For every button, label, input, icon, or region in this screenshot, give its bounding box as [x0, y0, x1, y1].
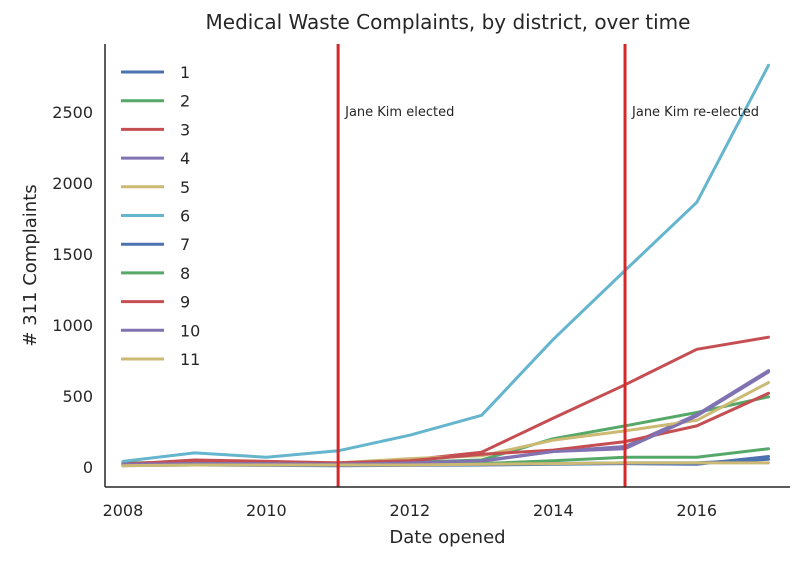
- x-axis-label: Date opened: [389, 527, 505, 548]
- legend-label: 8: [180, 264, 190, 283]
- legend-label: 1: [180, 63, 190, 82]
- legend-label: 6: [180, 207, 190, 226]
- series-line-11: [121, 461, 770, 468]
- y-axis-label: # 311 Complaints: [20, 184, 41, 346]
- legend-label: 11: [180, 350, 200, 369]
- x-tick-label: 2016: [676, 501, 717, 520]
- y-tick-label: 1500: [52, 245, 93, 264]
- legend-label: 3: [180, 120, 190, 139]
- y-tick-label: 500: [62, 387, 93, 406]
- y-axis-ticks: 0 500 1000 1500 2000 2500: [52, 103, 93, 477]
- x-tick-label: 2008: [103, 501, 144, 520]
- series-layer: [121, 63, 770, 468]
- x-tick-label: 2012: [389, 501, 430, 520]
- x-tick-label: 2010: [246, 501, 287, 520]
- series-line-6: [121, 63, 770, 463]
- y-tick-label: 2000: [52, 174, 93, 193]
- x-tick-label: 2014: [533, 501, 574, 520]
- chart-title: Medical Waste Complaints, by district, o…: [206, 10, 691, 34]
- y-tick-label: 2500: [52, 103, 93, 122]
- reference-line-label: Jane Kim elected: [344, 105, 454, 120]
- legend-label: 5: [180, 178, 190, 197]
- series-line-3: [121, 335, 770, 466]
- legend-label: 9: [180, 293, 190, 312]
- plot-area: Jane Kim elected Jane Kim re-elected: [121, 44, 770, 487]
- reference-lines: Jane Kim elected Jane Kim re-elected: [336, 44, 759, 487]
- y-tick-label: 1000: [52, 316, 93, 335]
- legend-label: 4: [180, 149, 190, 168]
- x-axis-ticks: 2008 2010 2012 2014 2016: [103, 501, 718, 520]
- reference-line-label: Jane Kim re-elected: [631, 105, 759, 120]
- y-tick-label: 0: [83, 458, 93, 477]
- legend-label: 2: [180, 92, 190, 111]
- legend-label: 7: [180, 235, 190, 254]
- legend: 1 2 3 4 5 6 7 8 9 10 11: [121, 63, 200, 369]
- legend-label: 10: [180, 321, 200, 340]
